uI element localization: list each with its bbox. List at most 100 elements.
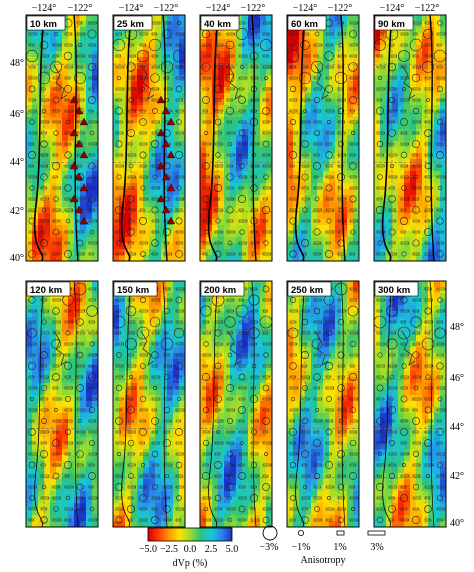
lon-label: −124°: [293, 3, 318, 14]
volcano-icon: [161, 106, 171, 115]
volcano-icon: [69, 128, 79, 137]
volcano-icon: [166, 216, 176, 225]
lon-label: −122°: [68, 3, 93, 14]
legend-circle-label: −3%: [260, 542, 279, 553]
panel-frame: [25, 280, 99, 528]
depth-panel: 300 km: [373, 280, 447, 528]
volcano-icon: [79, 183, 89, 192]
depth-label: 60 km: [291, 19, 318, 30]
volcano-icon: [69, 161, 79, 170]
lat-label: 42°: [10, 206, 24, 217]
volcano-icon: [74, 106, 84, 115]
volcano-icon: [74, 172, 84, 181]
colorbar-tick-label: 0.0: [184, 544, 197, 555]
lat-label: 42°: [450, 471, 464, 482]
top-longitude-labels: −124° −122° −124° −122° −124° −122° −124…: [32, 3, 440, 14]
legend-item3-label: 3%: [370, 542, 383, 553]
depth-panel: 10 km: [25, 14, 99, 262]
panel-frame: [112, 14, 186, 262]
volcano-icon: [79, 117, 89, 126]
volcano-icon: [156, 128, 166, 137]
velocity-map: [374, 15, 446, 261]
volcano-icon: [69, 194, 79, 203]
lon-label: −124°: [32, 3, 57, 14]
lon-label: −122°: [328, 3, 353, 14]
lon-label: −124°: [119, 3, 144, 14]
depth-panel: 25 km: [112, 14, 186, 262]
velocity-map: [200, 15, 272, 261]
depth-label: 120 km: [30, 285, 62, 296]
left-latitude-labels-top: 48° 46° 44° 42° 40°: [10, 58, 24, 264]
colorbar-tick-label: 2.5: [205, 544, 218, 555]
lat-label: 48°: [450, 322, 464, 333]
volcano-icon: [74, 139, 84, 148]
depth-label: 200 km: [204, 285, 236, 296]
volcano-icon: [161, 172, 171, 181]
panel-frame: [373, 14, 447, 262]
depth-label-box: [113, 15, 153, 31]
depth-panel: 120 km: [25, 280, 99, 528]
anisotropy-legend: −3% −1% 1% 3% Anisotropy: [260, 525, 386, 566]
lat-label: 44°: [450, 422, 464, 433]
panel-frame: [199, 280, 273, 528]
legend-small-circle-icon: [297, 530, 304, 537]
volcano-icon: [74, 205, 84, 214]
lon-label: −124°: [206, 3, 231, 14]
right-latitude-labels-bottom: 48° 46° 44° 42° 40°: [450, 322, 464, 529]
depth-label: 300 km: [378, 285, 410, 296]
panel-frame: [373, 280, 447, 528]
velocity-map: [287, 15, 359, 261]
legend-anisotropy-label: Anisotropy: [301, 555, 346, 566]
lat-label: 40°: [10, 253, 24, 264]
depth-panel: 250 km: [286, 280, 360, 528]
velocity-map: [26, 281, 98, 527]
velocity-map: [287, 281, 359, 527]
volcano-icon: [161, 205, 171, 214]
volcano-icon: [79, 216, 89, 225]
depth-label: 40 km: [204, 19, 231, 30]
depth-label-box: [287, 15, 327, 31]
legend-large-circle-icon: [262, 525, 278, 541]
depth-label: 250 km: [291, 285, 323, 296]
depth-panel: 40 km: [199, 14, 273, 262]
volcano-icon: [156, 95, 166, 104]
depth-label: 90 km: [378, 19, 405, 30]
panel-frame: [112, 280, 186, 528]
depth-panel: 200 km: [199, 280, 273, 528]
depth-panel: 60 km: [286, 14, 360, 262]
legend-large-bar-icon: [367, 530, 386, 536]
volcano-icon: [156, 194, 166, 203]
depth-label: 10 km: [30, 19, 57, 30]
depth-label-box: [200, 281, 245, 297]
panel-frame: [25, 14, 99, 262]
lat-label: 46°: [10, 109, 24, 120]
velocity-map: [113, 281, 185, 527]
depth-label-box: [26, 15, 66, 31]
legend-small-bar-icon: [336, 530, 345, 536]
volcano-icon: [166, 183, 176, 192]
panel-frame: [286, 14, 360, 262]
volcano-icon: [79, 150, 89, 159]
lon-label: −122°: [415, 3, 440, 14]
legend-item1-label: −1%: [292, 542, 311, 553]
colorbar-scale: [147, 527, 233, 542]
colorbar-label: dVp (%): [173, 558, 208, 569]
depth-label-box: [287, 281, 332, 297]
lat-label: 46°: [450, 373, 464, 384]
depth-label-box: [113, 281, 158, 297]
velocity-map: [113, 15, 185, 261]
lat-label: 44°: [10, 157, 24, 168]
depth-label: 150 km: [117, 285, 149, 296]
panel-frame: [199, 14, 273, 262]
lat-label: 48°: [10, 58, 24, 69]
colorbar: −5.0 −2.5 0.0 2.5 5.0 dVp (%): [139, 527, 238, 569]
volcano-icon: [166, 117, 176, 126]
panel-frame: [286, 280, 360, 528]
depth-panel: 90 km: [373, 14, 447, 262]
colorbar-tick-label: −2.5: [160, 544, 178, 555]
depth-label-box: [374, 15, 414, 31]
depth-label-box: [26, 281, 71, 297]
volcano-icon: [161, 139, 171, 148]
colorbar-tick-label: −5.0: [139, 544, 157, 555]
